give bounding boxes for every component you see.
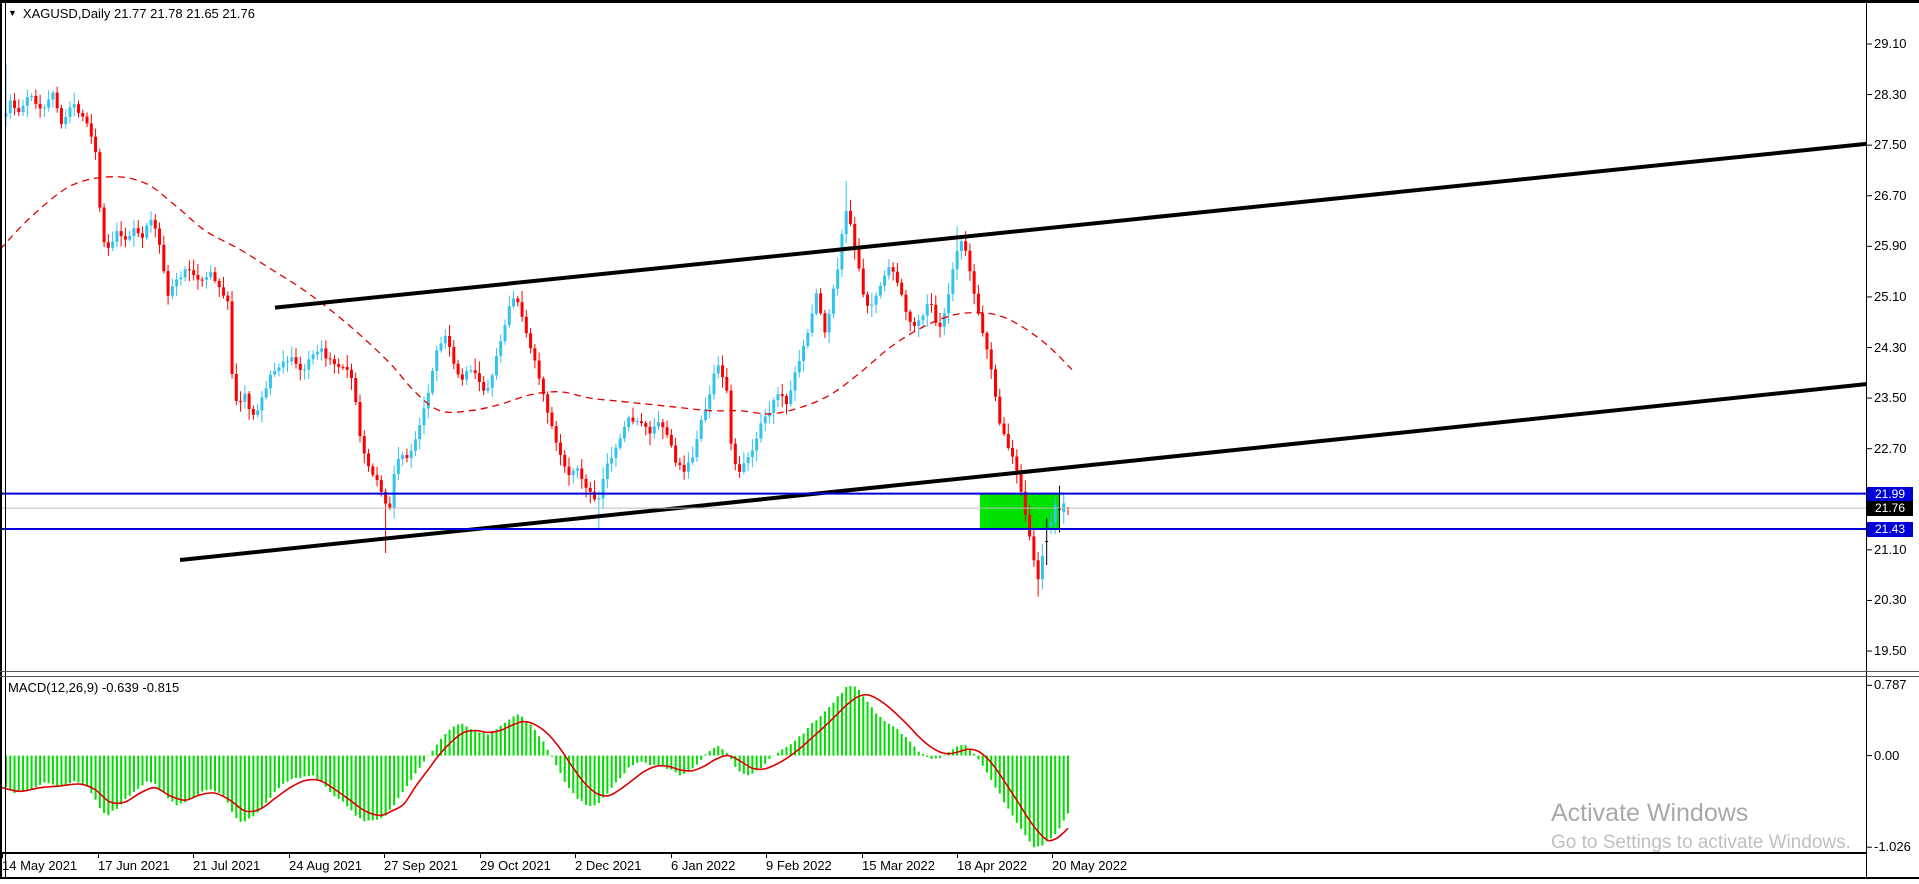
symbol-title: XAGUSD,Daily	[22, 6, 111, 21]
macd-values: -0.639 -0.815	[101, 680, 180, 695]
price-axis-label: 22.70	[1874, 440, 1907, 456]
price-axis-label: 21.10	[1874, 541, 1907, 557]
macd-name: MACD(12,26,9)	[8, 680, 99, 695]
price-axis-label: 25.10	[1874, 288, 1907, 304]
date-axis-label: 2 Dec 2021	[575, 858, 642, 873]
symbol-dropdown-icon[interactable]: ▼	[8, 8, 17, 18]
activate-windows-watermark-title: Activate Windows	[1551, 799, 1749, 827]
activate-windows-watermark-subtitle: Go to Settings to activate Windows.	[1551, 832, 1851, 853]
price-axis-label: 29.10	[1874, 35, 1907, 51]
price-axis-label: 26.70	[1874, 187, 1907, 203]
date-axis-label: 17 Jun 2021	[98, 858, 170, 873]
macd-axis-label: 0.787	[1874, 677, 1907, 693]
price-axis-label: 24.30	[1874, 339, 1907, 355]
macd-axis-label: 0.00	[1874, 747, 1900, 763]
price-axis-label: 27.50	[1874, 137, 1907, 153]
date-axis-label: 15 Mar 2022	[862, 858, 935, 873]
macd-axis-label: -1.026	[1874, 839, 1911, 855]
price-tag: 21.43	[1867, 521, 1913, 537]
macd-indicator-label: MACD(12,26,9) -0.639 -0.815	[8, 680, 179, 695]
price-axis-label: 25.90	[1874, 238, 1907, 254]
date-axis-label: 9 Feb 2022	[766, 858, 832, 873]
price-axis-label: 23.50	[1874, 390, 1907, 406]
date-axis-label: 6 Jan 2022	[671, 858, 736, 873]
price-tag: 21.76	[1867, 501, 1913, 517]
price-axis-label: 19.50	[1874, 643, 1907, 659]
date-axis-label: 18 Apr 2022	[957, 858, 1028, 873]
date-axis-label: 20 May 2022	[1052, 858, 1128, 873]
price-axis-label: 28.30	[1874, 86, 1907, 102]
date-axis-label: 27 Sep 2021	[384, 858, 458, 873]
date-axis-label: 29 Oct 2021	[480, 858, 551, 873]
price-axis-label: 20.30	[1874, 592, 1907, 608]
date-axis-label: 24 Aug 2021	[289, 858, 363, 873]
date-axis-label: 14 May 2021	[2, 858, 78, 873]
chart-header: ▼ XAGUSD,Daily 21.77 21.78 21.65 21.76	[8, 6, 255, 21]
date-axis-label: 21 Jul 2021	[193, 858, 261, 873]
ohlc-readout: 21.77 21.78 21.65 21.76	[113, 6, 255, 21]
price-tag: 21.99	[1867, 486, 1913, 502]
